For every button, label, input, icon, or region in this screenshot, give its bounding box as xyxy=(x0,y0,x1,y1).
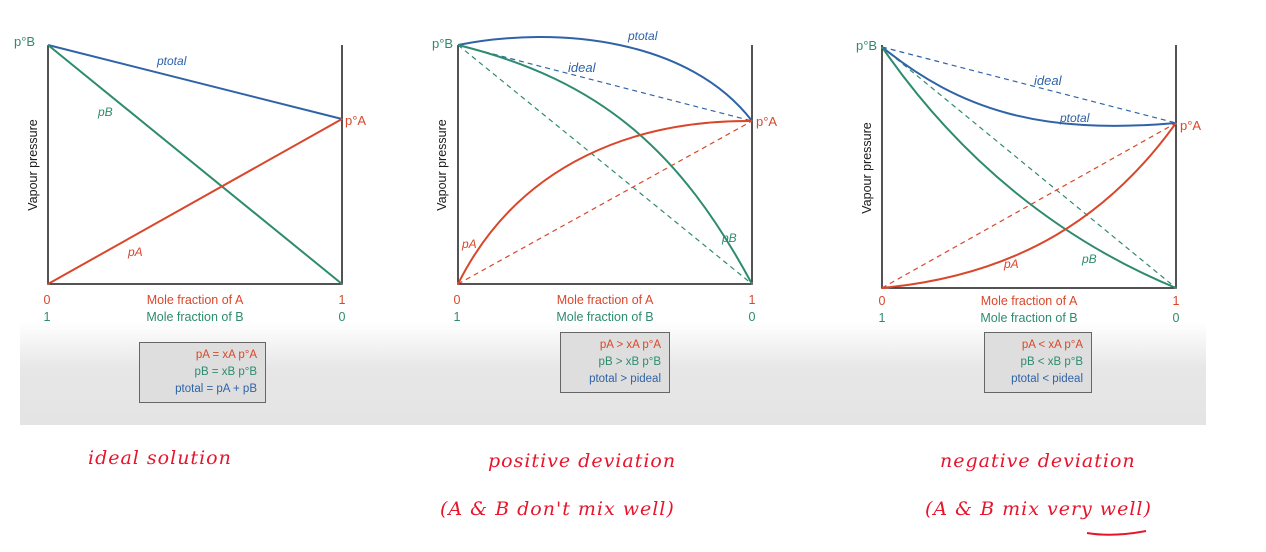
panel-negative: p°B p°A ptotal ideal pB pA Vapour pressu… xyxy=(856,38,1201,325)
ideal-pa-line xyxy=(47,118,343,285)
positive-pA0-label: p°A xyxy=(756,114,777,129)
ideal-ptotal-line xyxy=(47,44,343,120)
positive-xb-right: 0 xyxy=(749,310,756,324)
positive-xlabel-b: Mole fraction of B xyxy=(556,310,653,324)
ideal-formula-b: pB = xB p°B xyxy=(194,366,257,378)
positive-formula-a: pA > xA p°A xyxy=(599,339,661,351)
positive-xa-right: 1 xyxy=(749,293,756,307)
negative-formula-total: ptotal < pideal xyxy=(1011,373,1083,385)
ideal-formula-total: ptotal = pA + pB xyxy=(175,383,257,395)
negative-ideal-dashed xyxy=(881,46,1177,124)
ideal-xb-right: 0 xyxy=(339,310,346,324)
ideal-pA0-label: p°A xyxy=(345,113,366,128)
negative-pb-ideal-dashed xyxy=(881,46,1177,289)
ideal-ptotal-label: ptotal xyxy=(156,54,187,68)
positive-pb-ideal-dashed xyxy=(457,44,753,285)
ideal-pb-label: pB xyxy=(97,105,113,119)
negative-note-line1: negative deviation xyxy=(940,450,1136,472)
negative-pb-label: pB xyxy=(1081,252,1097,266)
ideal-xb-left: 1 xyxy=(44,310,51,324)
panel-positive-axes xyxy=(457,45,753,285)
positive-pa-label: pA xyxy=(461,237,477,251)
positive-ptotal-label: ptotal xyxy=(627,29,658,43)
ideal-pb-line xyxy=(47,44,343,285)
positive-xlabel-a: Mole fraction of A xyxy=(557,293,654,307)
positive-y-axis-label: Vapour pressure xyxy=(435,119,449,211)
ideal-xlabel-b: Mole fraction of B xyxy=(146,310,243,324)
positive-pa-curve xyxy=(457,119,753,285)
negative-pa-curve xyxy=(881,122,1177,289)
positive-pb-label: pB xyxy=(721,231,737,245)
ideal-formula-a: pA = xA p°A xyxy=(195,349,257,361)
negative-pa-ideal-dashed xyxy=(881,122,1177,289)
negative-y-axis-label: Vapour pressure xyxy=(860,122,874,214)
panel-ideal: p°B p°A ptotal pB pA Vapour pressure 0 1… xyxy=(14,34,366,324)
negative-xb-left: 1 xyxy=(879,311,886,325)
ideal-xlabel-a: Mole fraction of A xyxy=(147,293,244,307)
negative-xlabel-a: Mole fraction of A xyxy=(981,294,1078,308)
positive-ptotal-curve xyxy=(457,36,753,122)
negative-pa-label: pA xyxy=(1003,257,1019,271)
negative-pb-curve xyxy=(881,46,1177,289)
negative-ptotal-label: ptotal xyxy=(1059,111,1090,125)
positive-pa-ideal-dashed xyxy=(457,120,753,285)
negative-pB0-label: p°B xyxy=(856,38,877,53)
negative-formula-a: pA < xA p°A xyxy=(1021,339,1083,351)
negative-pA0-label: p°A xyxy=(1180,118,1201,133)
negative-xb-right: 0 xyxy=(1173,311,1180,325)
panel-ideal-axes xyxy=(47,45,343,285)
very-underline xyxy=(1086,530,1147,536)
negative-note-line2: (A & B mix very well) xyxy=(925,498,1152,520)
positive-pb-curve xyxy=(457,44,753,285)
negative-xlabel-b: Mole fraction of B xyxy=(980,311,1077,325)
negative-formula-box: pA < xA p°A pB < xB p°B ptotal < pideal xyxy=(984,332,1092,393)
panel-positive: p°B p°A ptotal ideal pB pA Vapour pressu… xyxy=(432,29,777,324)
negative-ptotal-curve xyxy=(881,46,1177,127)
ideal-xa-left: 0 xyxy=(44,293,51,307)
ideal-pa-label: pA xyxy=(127,245,143,259)
positive-ideal-dashed xyxy=(457,44,753,122)
ideal-xa-right: 1 xyxy=(339,293,346,307)
ideal-note: ideal solution xyxy=(88,447,232,469)
positive-note-line1: positive deviation xyxy=(488,450,677,472)
positive-formula-box: pA > xA p°A pB > xB p°B ptotal > pideal xyxy=(560,332,670,393)
positive-pB0-label: p°B xyxy=(432,36,453,51)
negative-xa-right: 1 xyxy=(1173,294,1180,308)
positive-xb-left: 1 xyxy=(454,310,461,324)
ideal-formula-box: pA = xA p°A pB = xB p°B ptotal = pA + pB xyxy=(139,342,266,403)
positive-xa-left: 0 xyxy=(454,293,461,307)
ideal-y-axis-label: Vapour pressure xyxy=(26,119,40,211)
positive-ideal-label: ideal xyxy=(568,60,597,75)
positive-note-line2: (A & B don't mix well) xyxy=(440,498,675,520)
ideal-pB0-label: p°B xyxy=(14,34,35,49)
positive-formula-total: ptotal > pideal xyxy=(589,373,661,385)
negative-ideal-label: ideal xyxy=(1034,73,1063,88)
positive-formula-b: pB > xB p°B xyxy=(598,356,661,368)
negative-xa-left: 0 xyxy=(879,294,886,308)
negative-formula-b: pB < xB p°B xyxy=(1020,356,1083,368)
panel-negative-axes xyxy=(881,45,1177,289)
